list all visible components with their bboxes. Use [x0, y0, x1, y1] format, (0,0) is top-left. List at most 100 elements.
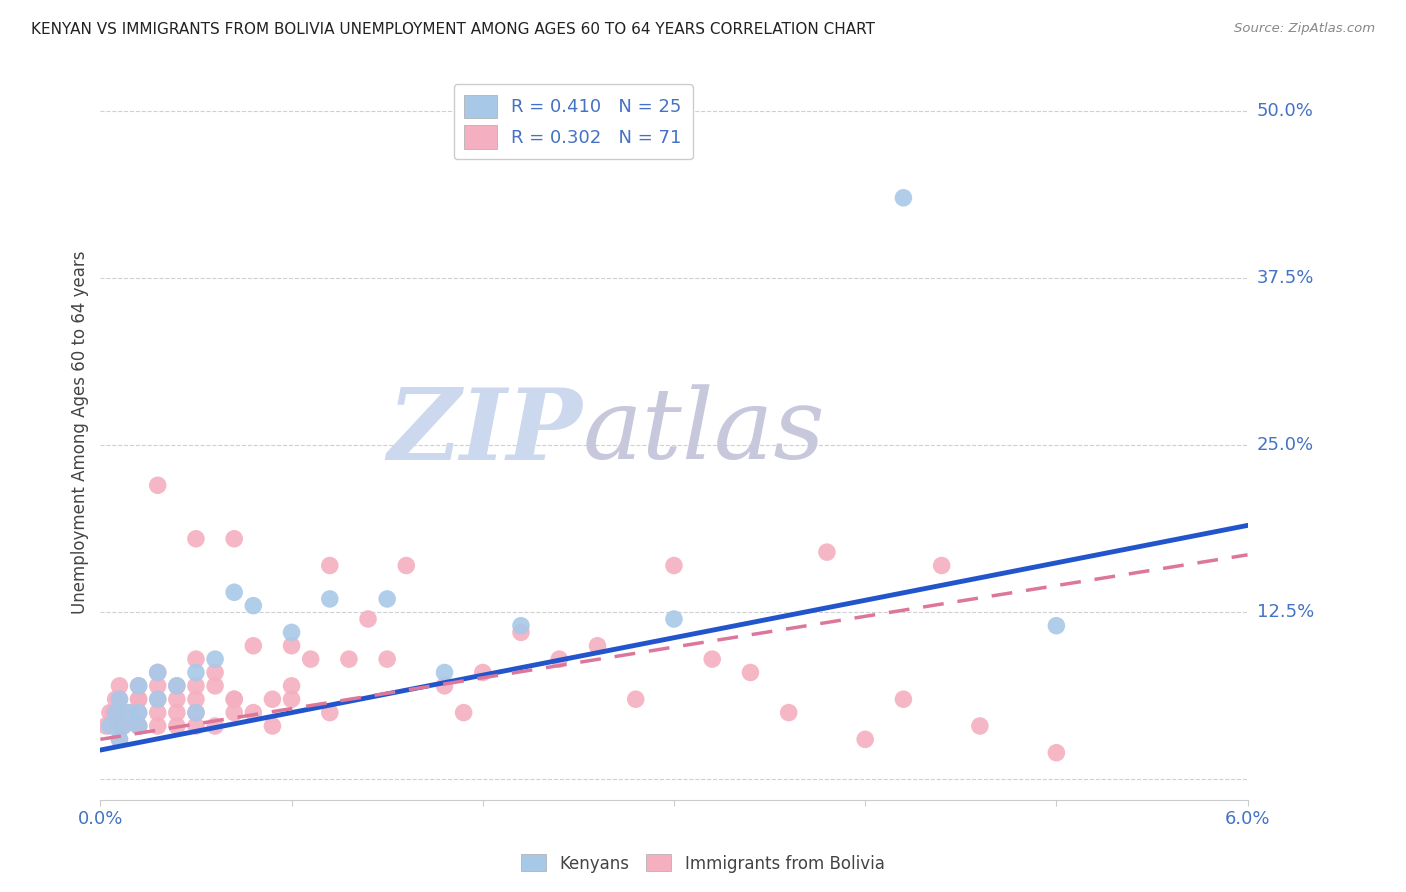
Point [204, 665, 226, 680]
Point [103, 706, 125, 720]
Point [146, 692, 169, 706]
Point [433, 679, 456, 693]
Point [280, 692, 302, 706]
Point [662, 612, 685, 626]
Point [108, 732, 131, 747]
Point [815, 545, 838, 559]
Point [853, 732, 876, 747]
Point [98, 719, 121, 733]
Text: KENYAN VS IMMIGRANTS FROM BOLIVIA UNEMPLOYMENT AMONG AGES 60 TO 64 YEARS CORRELA: KENYAN VS IMMIGRANTS FROM BOLIVIA UNEMPL… [31, 22, 875, 37]
Point [510, 618, 533, 632]
Point [893, 191, 915, 205]
Point [128, 679, 150, 693]
Text: Source: ZipAtlas.com: Source: ZipAtlas.com [1234, 22, 1375, 36]
Point [108, 732, 131, 747]
Point [204, 719, 226, 733]
Text: 25.0%: 25.0% [1257, 436, 1313, 454]
Point [337, 652, 360, 666]
Point [128, 706, 150, 720]
Text: 12.5%: 12.5% [1257, 603, 1315, 622]
Point [204, 652, 226, 666]
Point [280, 625, 302, 640]
Point [108, 706, 131, 720]
Text: atlas: atlas [582, 384, 825, 479]
Point [662, 558, 685, 573]
Point [146, 719, 169, 733]
Point [319, 706, 342, 720]
Point [375, 652, 398, 666]
Point [166, 692, 188, 706]
Point [433, 665, 456, 680]
Point [624, 692, 647, 706]
Point [184, 719, 207, 733]
Point [204, 679, 226, 693]
Point [146, 692, 169, 706]
Point [146, 706, 169, 720]
Point [128, 692, 150, 706]
Point [969, 719, 991, 733]
Text: 37.5%: 37.5% [1257, 269, 1315, 287]
Text: 50.0%: 50.0% [1257, 102, 1313, 120]
Point [166, 719, 188, 733]
Point [146, 665, 169, 680]
Point [319, 558, 342, 573]
Point [262, 719, 284, 733]
Point [128, 719, 150, 733]
Point [1045, 618, 1067, 632]
Point [224, 585, 246, 599]
Point [242, 599, 264, 613]
Point [740, 665, 762, 680]
Point [104, 706, 127, 720]
Point [108, 692, 131, 706]
Point [112, 719, 135, 733]
Point [224, 532, 246, 546]
Point [224, 692, 246, 706]
Point [702, 652, 724, 666]
Point [280, 639, 302, 653]
Point [280, 679, 302, 693]
Point [128, 719, 150, 733]
Point [166, 679, 188, 693]
Point [453, 706, 475, 720]
Point [299, 652, 322, 666]
Point [184, 692, 207, 706]
Point [128, 706, 150, 720]
Point [319, 591, 342, 606]
Point [184, 665, 207, 680]
Point [146, 679, 169, 693]
Legend: Kenyans, Immigrants from Bolivia: Kenyans, Immigrants from Bolivia [515, 847, 891, 880]
Point [586, 639, 609, 653]
Point [357, 612, 380, 626]
Point [548, 652, 571, 666]
Point [375, 591, 398, 606]
Point [262, 692, 284, 706]
Point [224, 706, 246, 720]
Text: ZIP: ZIP [387, 384, 582, 480]
Point [1045, 746, 1067, 760]
Point [108, 719, 131, 733]
Point [471, 665, 494, 680]
Point [118, 706, 141, 720]
Point [184, 679, 207, 693]
Point [104, 692, 127, 706]
Point [242, 639, 264, 653]
Y-axis label: Unemployment Among Ages 60 to 64 years: Unemployment Among Ages 60 to 64 years [72, 250, 89, 614]
Point [184, 532, 207, 546]
Point [128, 679, 150, 693]
Point [146, 478, 169, 492]
Point [118, 706, 141, 720]
Point [166, 706, 188, 720]
Point [98, 706, 121, 720]
Point [128, 719, 150, 733]
Point [778, 706, 800, 720]
Point [112, 719, 135, 733]
Point [184, 706, 207, 720]
Point [893, 692, 915, 706]
Point [395, 558, 418, 573]
Point [510, 625, 533, 640]
Point [224, 692, 246, 706]
Point [184, 706, 207, 720]
Point [128, 692, 150, 706]
Point [184, 652, 207, 666]
Point [108, 679, 131, 693]
